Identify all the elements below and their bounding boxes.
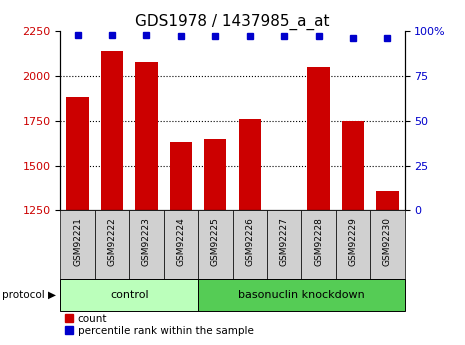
Text: GSM92222: GSM92222 bbox=[107, 217, 117, 266]
Bar bbox=[267, 210, 301, 279]
Bar bbox=[60, 210, 95, 279]
Bar bbox=[60, 279, 198, 311]
Bar bbox=[66, 97, 89, 345]
Bar bbox=[232, 210, 267, 279]
Bar bbox=[129, 210, 164, 279]
Text: basonuclin knockdown: basonuclin knockdown bbox=[238, 290, 365, 300]
Bar bbox=[301, 210, 336, 279]
Text: GSM92225: GSM92225 bbox=[211, 217, 220, 266]
Bar bbox=[370, 210, 405, 279]
Text: GSM92223: GSM92223 bbox=[142, 217, 151, 266]
Bar bbox=[101, 51, 123, 345]
Bar bbox=[273, 210, 295, 345]
Bar bbox=[307, 67, 330, 345]
Bar bbox=[135, 61, 158, 345]
Text: GSM92221: GSM92221 bbox=[73, 217, 82, 266]
Text: GSM92228: GSM92228 bbox=[314, 217, 323, 266]
Bar bbox=[164, 210, 198, 279]
Text: GSM92230: GSM92230 bbox=[383, 217, 392, 266]
Bar bbox=[336, 210, 370, 279]
Text: GSM92227: GSM92227 bbox=[279, 217, 289, 266]
Bar bbox=[204, 139, 226, 345]
Text: GSM92226: GSM92226 bbox=[245, 217, 254, 266]
Text: control: control bbox=[110, 290, 149, 300]
Bar bbox=[170, 142, 192, 345]
Bar bbox=[95, 210, 129, 279]
Bar bbox=[342, 121, 364, 345]
Text: GSM92224: GSM92224 bbox=[176, 217, 186, 266]
Bar bbox=[376, 191, 399, 345]
Text: GSM92229: GSM92229 bbox=[348, 217, 358, 266]
Bar bbox=[198, 279, 405, 311]
Title: GDS1978 / 1437985_a_at: GDS1978 / 1437985_a_at bbox=[135, 13, 330, 30]
Bar bbox=[239, 119, 261, 345]
Bar bbox=[198, 210, 232, 279]
Text: protocol ▶: protocol ▶ bbox=[2, 290, 56, 300]
Legend: count, percentile rank within the sample: count, percentile rank within the sample bbox=[61, 309, 258, 340]
